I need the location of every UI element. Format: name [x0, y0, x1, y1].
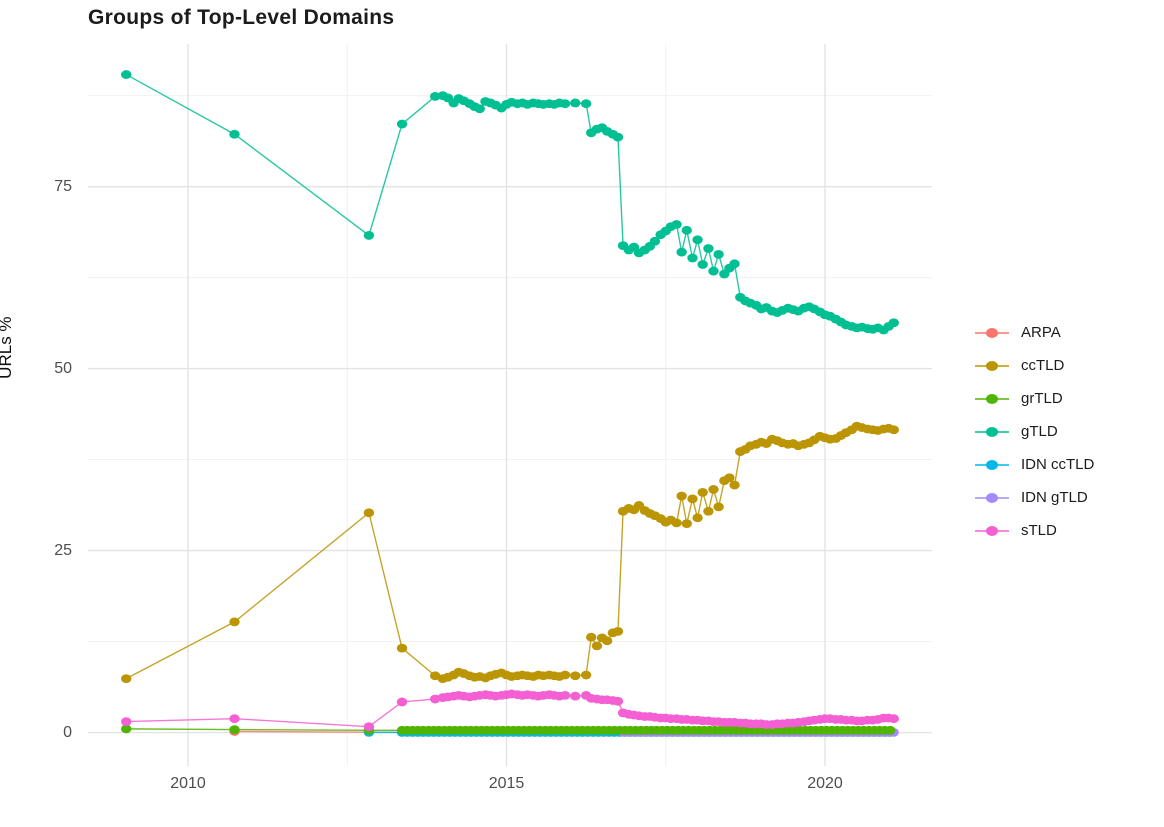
legend-swatch-icon — [975, 327, 1009, 338]
legend-item: IDN ccTLD — [975, 448, 1094, 481]
legend-swatch-icon — [975, 525, 1009, 536]
legend-swatch-icon — [975, 459, 1009, 470]
legend-swatch-icon — [975, 360, 1009, 371]
legend-swatch-icon — [975, 492, 1009, 503]
y-axis-title: URLs % — [0, 316, 15, 379]
x-tick-label: 2010 — [170, 775, 206, 792]
legend-item: ARPA — [975, 316, 1094, 349]
legend-item: grTLD — [975, 382, 1094, 415]
legend: ARPA ccTLD grTLD gTLD IDN ccTLD IDN gTLD sTLD — [975, 316, 1094, 547]
legend-item: sTLD — [975, 514, 1094, 547]
x-tick-label: 2015 — [488, 775, 525, 792]
x-tick-label: 2020 — [807, 775, 843, 792]
legend-item: IDN gTLD — [975, 481, 1094, 514]
y-tick-label: 25 — [54, 541, 72, 559]
legend-item: gTLD — [975, 415, 1094, 448]
chart-title: Groups of Top-Level Domains — [88, 6, 395, 29]
legend-label: IDN gTLD — [1021, 489, 1088, 506]
legend-label: ccTLD — [1021, 357, 1065, 374]
legend-label: grTLD — [1021, 390, 1063, 407]
legend-label: sTLD — [1021, 522, 1057, 539]
legend-item: ccTLD — [975, 349, 1094, 382]
y-tick-label: 0 — [63, 723, 72, 741]
y-tick-label: 50 — [54, 359, 72, 377]
y-tick-label: 75 — [54, 177, 72, 195]
legend-label: gTLD — [1021, 423, 1058, 440]
legend-swatch-icon — [975, 393, 1009, 404]
legend-label: ARPA — [1021, 324, 1061, 341]
legend-label: IDN ccTLD — [1021, 456, 1095, 473]
legend-swatch-icon — [975, 426, 1009, 437]
